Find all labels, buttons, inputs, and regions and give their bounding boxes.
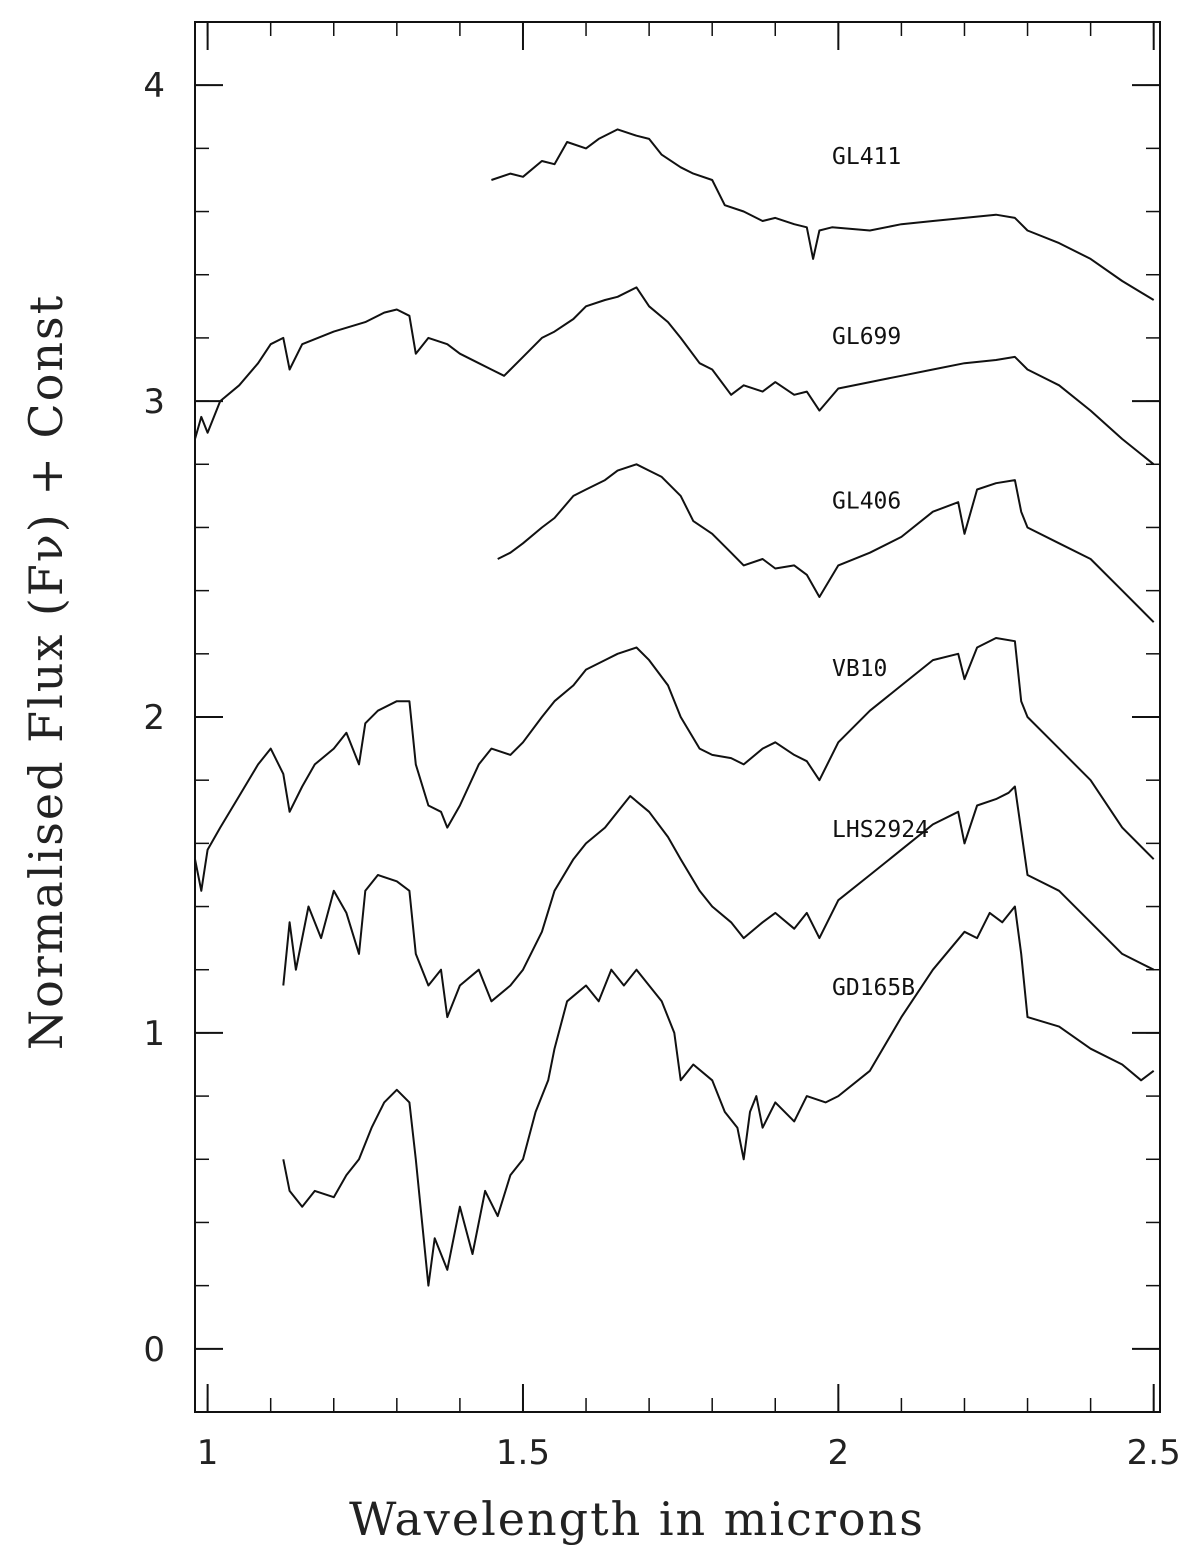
series-label-vb10: VB10 xyxy=(832,656,887,682)
y-tick-label: 4 xyxy=(143,66,165,106)
spectra-lines xyxy=(194,128,1155,1287)
y-tick-label: 0 xyxy=(143,1330,165,1370)
series-label-gl411: GL411 xyxy=(832,144,901,170)
y-tick-label: 3 xyxy=(143,382,165,422)
x-tick-label: 2 xyxy=(828,1433,850,1473)
y-axis-title: Normalised Flux (Fν) + Const xyxy=(19,294,73,1050)
spectrum-line-gd165b xyxy=(282,905,1155,1287)
spectrum-line-gl411 xyxy=(491,128,1155,301)
axis-tick-labels: 1 1.5 2 2.5 0 1 2 3 4 xyxy=(143,66,1180,1473)
series-label-gd165b: GD165B xyxy=(832,975,915,1001)
series-label-lhs2924: LHS2924 xyxy=(832,817,929,843)
y-tick-label: 2 xyxy=(143,698,165,738)
spectrum-line-gl406 xyxy=(497,463,1155,623)
x-tick-label: 1.5 xyxy=(496,1433,550,1473)
x-axis-title: Wavelength in microns xyxy=(349,1492,925,1546)
x-tick-label: 1 xyxy=(197,1433,219,1473)
series-label-gl699: GL699 xyxy=(832,324,901,350)
spectrum-line-vb10 xyxy=(194,637,1155,892)
axis-ticks xyxy=(195,21,1160,1413)
series-label-gl406: GL406 xyxy=(832,489,901,515)
spectrum-line-lhs2924 xyxy=(282,785,1155,1019)
plot-frame xyxy=(194,21,1161,1413)
y-tick-label: 1 xyxy=(143,1014,165,1054)
spectrum-line-gl699 xyxy=(194,286,1155,466)
x-tick-label: 2.5 xyxy=(1127,1433,1181,1473)
spectra-labels: GL411 GL699 GL406 VB10 LHS2924 GD165B xyxy=(832,144,929,1001)
